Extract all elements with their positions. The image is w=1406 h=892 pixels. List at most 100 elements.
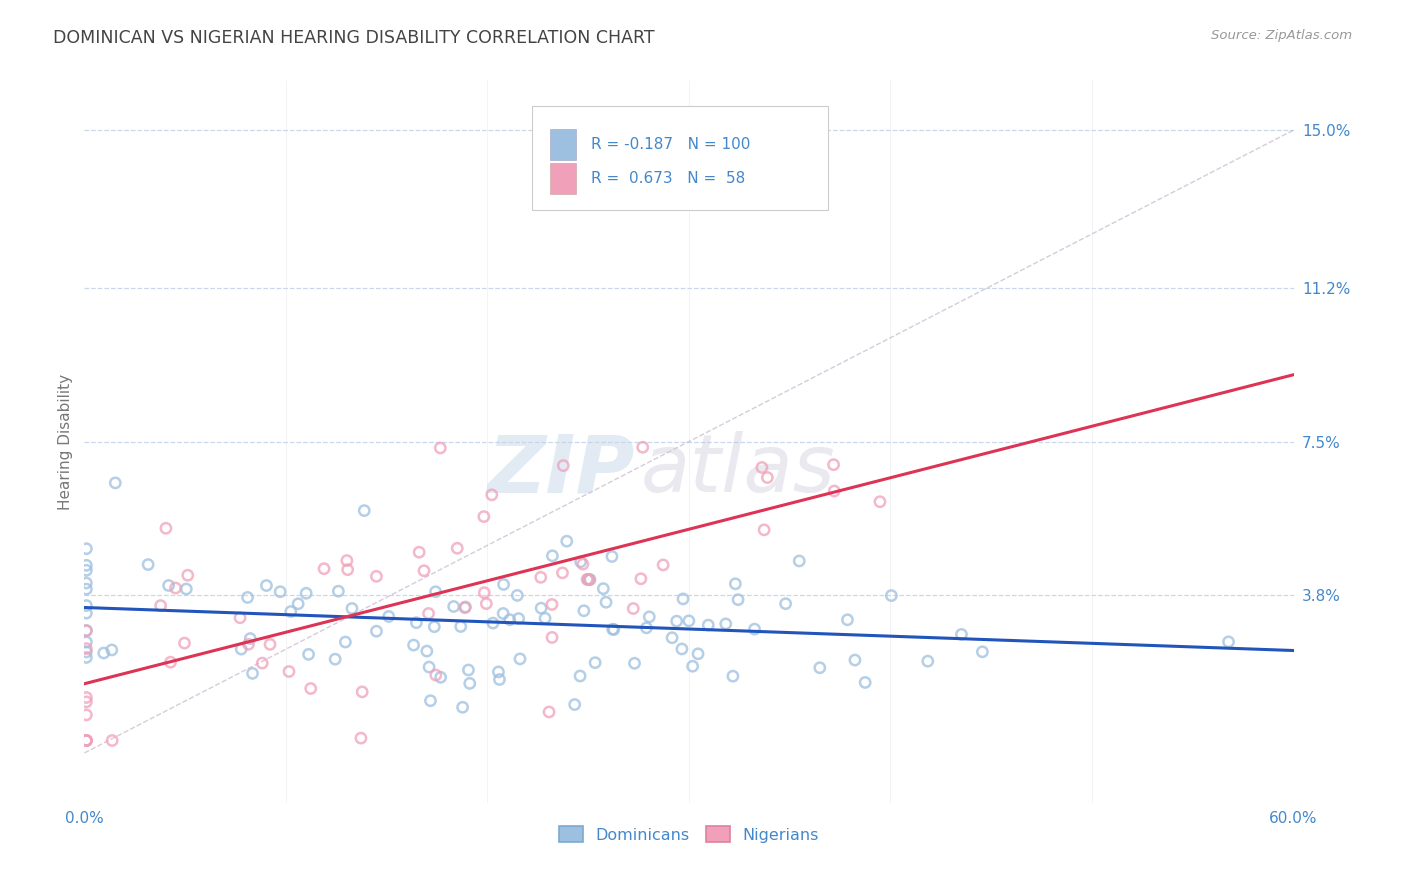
Point bbox=[299, 681, 322, 696]
Point bbox=[451, 700, 474, 714]
Point bbox=[671, 642, 693, 657]
Point bbox=[278, 665, 301, 679]
Point bbox=[917, 654, 939, 668]
Point bbox=[569, 669, 592, 683]
Point bbox=[572, 557, 595, 571]
Point bbox=[229, 611, 252, 625]
Point bbox=[508, 611, 530, 625]
Point bbox=[239, 632, 262, 646]
Point bbox=[823, 458, 845, 472]
Point bbox=[423, 620, 446, 634]
Point bbox=[475, 597, 498, 611]
Point bbox=[75, 541, 97, 556]
Point bbox=[340, 601, 363, 615]
Point bbox=[165, 581, 187, 595]
Point bbox=[555, 534, 578, 549]
Point bbox=[541, 549, 564, 563]
Point bbox=[75, 707, 97, 722]
Point bbox=[595, 595, 617, 609]
Point bbox=[419, 694, 441, 708]
Point bbox=[297, 648, 319, 662]
Text: Source: ZipAtlas.com: Source: ZipAtlas.com bbox=[1212, 29, 1353, 42]
Point bbox=[425, 668, 447, 682]
Point bbox=[366, 569, 388, 583]
Point bbox=[336, 553, 359, 567]
Point bbox=[482, 616, 505, 631]
Point bbox=[101, 733, 124, 747]
Point bbox=[583, 656, 606, 670]
Point bbox=[101, 643, 124, 657]
Point bbox=[638, 610, 661, 624]
Point bbox=[751, 460, 773, 475]
Point bbox=[295, 586, 318, 600]
Point bbox=[492, 607, 515, 621]
Point bbox=[75, 690, 97, 705]
Point bbox=[75, 695, 97, 709]
Point bbox=[630, 572, 652, 586]
Point bbox=[75, 733, 97, 747]
Point bbox=[458, 676, 481, 690]
Point bbox=[492, 577, 515, 591]
Text: R =  0.673   N =  58: R = 0.673 N = 58 bbox=[591, 171, 745, 186]
Point bbox=[312, 562, 335, 576]
Point bbox=[682, 659, 704, 673]
Point bbox=[425, 584, 447, 599]
Point bbox=[149, 599, 172, 613]
Y-axis label: Hearing Disability: Hearing Disability bbox=[58, 374, 73, 509]
Point bbox=[254, 578, 277, 592]
Point bbox=[236, 591, 259, 605]
Point bbox=[350, 731, 373, 745]
Point bbox=[75, 582, 97, 596]
Point bbox=[405, 615, 427, 630]
Point bbox=[416, 644, 439, 658]
Point bbox=[714, 616, 737, 631]
Point bbox=[551, 566, 574, 580]
Point bbox=[75, 606, 97, 620]
FancyBboxPatch shape bbox=[531, 105, 828, 211]
Point bbox=[636, 621, 658, 635]
FancyBboxPatch shape bbox=[550, 163, 576, 194]
Point bbox=[177, 568, 200, 582]
Point bbox=[75, 558, 97, 573]
Point bbox=[75, 576, 97, 591]
Point bbox=[572, 604, 595, 618]
Point bbox=[450, 619, 472, 633]
Point bbox=[592, 582, 614, 596]
Text: atlas: atlas bbox=[641, 432, 835, 509]
Point bbox=[377, 609, 399, 624]
Point bbox=[155, 521, 177, 535]
Point bbox=[538, 705, 561, 719]
Point bbox=[136, 558, 159, 572]
Point bbox=[238, 637, 260, 651]
Point bbox=[75, 563, 97, 577]
Point bbox=[1218, 635, 1240, 649]
Point bbox=[600, 549, 623, 564]
Point bbox=[678, 614, 700, 628]
Point bbox=[429, 441, 451, 455]
Point bbox=[323, 652, 346, 666]
Point bbox=[553, 458, 575, 473]
Point bbox=[75, 641, 97, 656]
Point bbox=[454, 600, 477, 615]
Point bbox=[173, 636, 195, 650]
Point bbox=[418, 660, 440, 674]
Point bbox=[578, 573, 600, 587]
Point bbox=[727, 592, 749, 607]
Point bbox=[176, 582, 198, 596]
Point bbox=[75, 650, 97, 665]
Point bbox=[576, 573, 599, 587]
Point bbox=[775, 597, 797, 611]
Point bbox=[429, 670, 451, 684]
Point bbox=[75, 599, 97, 613]
Point bbox=[159, 655, 181, 669]
Point bbox=[75, 624, 97, 638]
Point bbox=[661, 631, 683, 645]
Point bbox=[972, 645, 994, 659]
Point bbox=[631, 440, 654, 454]
Point bbox=[541, 631, 564, 645]
Point bbox=[530, 601, 553, 615]
Point bbox=[481, 488, 503, 502]
Point bbox=[75, 733, 97, 747]
Point bbox=[335, 635, 357, 649]
Point bbox=[602, 622, 624, 636]
